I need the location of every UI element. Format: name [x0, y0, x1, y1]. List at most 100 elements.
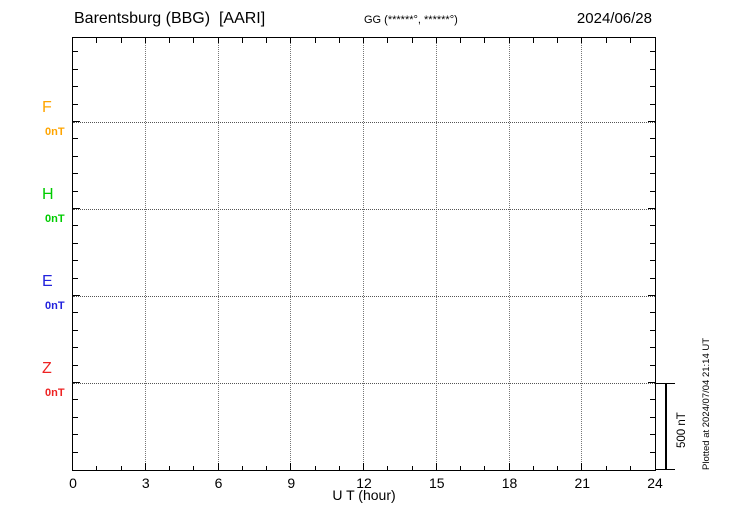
x-tick-bottom [338, 465, 340, 470]
x-tick-bottom [241, 465, 243, 470]
y-tick-left [72, 68, 78, 70]
y-tick-right [647, 295, 655, 296]
y-tick-right [649, 347, 655, 349]
x-tick-top [605, 37, 607, 43]
x-tick-bottom [460, 465, 461, 470]
x-tick-top [629, 37, 631, 43]
x-tick-bottom [96, 465, 98, 470]
x-tick-top [290, 37, 292, 43]
plot-frame [71, 36, 656, 471]
gridline-baseline [72, 382, 655, 384]
y-tick-left [72, 86, 78, 88]
x-tick-top [557, 37, 558, 43]
y-tick-left [72, 225, 78, 227]
page-title: Barentsburg (BBG) [AARI] [74, 10, 266, 27]
x-tick-top [338, 37, 340, 43]
y-tick-left [72, 416, 78, 418]
x-tick-bottom [266, 465, 267, 470]
x-tick-bottom [629, 465, 631, 470]
y-tick-right [647, 382, 655, 383]
component-letter-Z: Z [42, 360, 52, 377]
x-tick-top [508, 37, 510, 43]
x-tick-label: 6 [214, 475, 223, 491]
x-tick-top [144, 37, 146, 43]
gridline-baseline [72, 121, 655, 123]
x-tick-bottom [435, 462, 437, 470]
gridline-vertical [581, 37, 583, 470]
x-tick-top [217, 37, 219, 43]
scale-bar-label: 500 nT [676, 412, 688, 448]
y-tick-left [72, 138, 78, 140]
y-tick-right [649, 86, 655, 88]
x-tick-bottom [411, 465, 413, 470]
y-tick-right [649, 51, 655, 53]
y-tick-right [649, 173, 655, 175]
y-tick-right [649, 138, 655, 140]
component-letter-F: F [42, 99, 52, 116]
y-tick-left [72, 260, 78, 262]
component-letter-H: H [42, 186, 54, 203]
x-tick-top [411, 37, 413, 43]
gridline-vertical [144, 37, 146, 470]
x-tick-label: 18 [501, 475, 518, 491]
x-tick-bottom [144, 462, 146, 470]
x-tick-label: 3 [141, 475, 150, 491]
y-tick-right [649, 68, 655, 70]
y-tick-right [649, 260, 655, 262]
y-tick-left [72, 277, 78, 279]
x-tick-bottom [363, 462, 364, 470]
component-letter-E: E [42, 273, 53, 290]
x-tick-bottom [217, 462, 219, 470]
y-tick-right [649, 155, 655, 157]
y-tick-left [72, 173, 78, 175]
y-tick-left [72, 364, 78, 366]
gridline-vertical [217, 37, 219, 470]
x-tick-top [241, 37, 243, 43]
y-tick-left [72, 295, 80, 296]
y-tick-left [72, 121, 80, 122]
y-tick-left [72, 399, 78, 401]
y-tick-left [72, 190, 78, 192]
x-tick-top [435, 37, 437, 43]
y-tick-right [649, 312, 655, 314]
x-tick-label: 12 [356, 475, 372, 491]
x-tick-top [314, 37, 316, 43]
y-tick-left [72, 451, 78, 453]
x-tick-bottom [508, 462, 510, 470]
x-tick-bottom [120, 465, 122, 470]
x-tick-top [266, 37, 267, 43]
x-tick-label: 21 [574, 475, 591, 491]
y-tick-left [72, 155, 78, 157]
x-tick-top [532, 37, 534, 43]
x-tick-label: 24 [647, 475, 663, 491]
y-tick-right [649, 190, 655, 192]
x-tick-top [363, 37, 364, 43]
y-tick-right [649, 416, 655, 418]
y-tick-right [647, 121, 655, 122]
x-tick-label: 0 [69, 475, 77, 491]
y-tick-right [649, 103, 655, 105]
x-tick-top [120, 37, 122, 43]
x-tick-bottom [314, 465, 316, 470]
x-tick-bottom [557, 465, 558, 470]
y-tick-left [72, 242, 78, 244]
x-tick-bottom [484, 465, 486, 470]
y-tick-left [72, 51, 78, 53]
gridline-vertical [363, 37, 364, 470]
gridline-vertical [508, 37, 510, 470]
x-tick-bottom [605, 465, 607, 470]
y-tick-right [649, 399, 655, 401]
gridline-baseline [72, 208, 655, 210]
x-tick-label: 9 [287, 475, 296, 491]
y-tick-right [649, 225, 655, 227]
gridline-baseline [72, 295, 655, 297]
y-tick-right [649, 451, 655, 453]
x-tick-label: 15 [428, 475, 445, 491]
component-offset-label: 0nT [45, 387, 65, 399]
x-tick-top [581, 37, 583, 43]
y-tick-left [72, 434, 78, 436]
plotted-at-note: Plotted at 2024/07/04 21:14 UT [701, 337, 712, 470]
x-tick-bottom [387, 465, 389, 470]
component-offset-label: 0nT [45, 126, 65, 138]
gridline-vertical [290, 37, 292, 470]
